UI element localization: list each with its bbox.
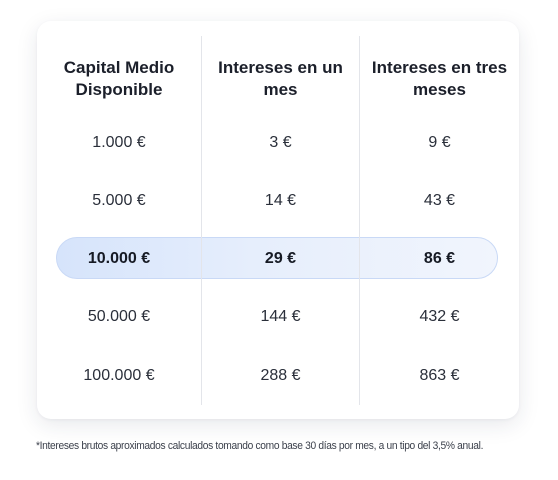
cell-capital: 50.000 € bbox=[87, 308, 151, 325]
cell-interest-one-month: 14 € bbox=[264, 192, 297, 209]
cell-interest-three-months: 43 € bbox=[423, 192, 456, 209]
column-divider bbox=[359, 36, 360, 405]
cell-interest-three-months-highlighted: 86 € bbox=[423, 250, 456, 267]
column-divider bbox=[201, 36, 202, 405]
cell-capital: 1.000 € bbox=[92, 134, 146, 151]
header-interest-one-month: Intereses en un mes bbox=[218, 58, 343, 99]
cell-interest-three-months: 863 € bbox=[419, 367, 460, 384]
cell-interest-one-month-highlighted: 29 € bbox=[264, 250, 297, 267]
header-capital: Capital Medio Disponible bbox=[63, 58, 175, 99]
interest-table-card: Capital Medio Disponible Intereses en un… bbox=[37, 21, 519, 419]
cell-capital: 100.000 € bbox=[83, 367, 155, 384]
cell-interest-one-month: 3 € bbox=[269, 134, 292, 151]
header-interest-three-months: Intereses en tres meses bbox=[371, 58, 508, 99]
cell-capital-highlighted: 10.000 € bbox=[87, 250, 151, 267]
cell-interest-three-months: 9 € bbox=[428, 134, 451, 151]
cell-interest-one-month: 144 € bbox=[260, 308, 301, 325]
cell-interest-one-month: 288 € bbox=[260, 367, 301, 384]
cell-capital: 5.000 € bbox=[92, 192, 146, 209]
cell-interest-three-months: 432 € bbox=[419, 308, 460, 325]
footnote: *Intereses brutos aproximados calculados… bbox=[36, 440, 484, 452]
highlighted-row-background bbox=[56, 237, 498, 279]
